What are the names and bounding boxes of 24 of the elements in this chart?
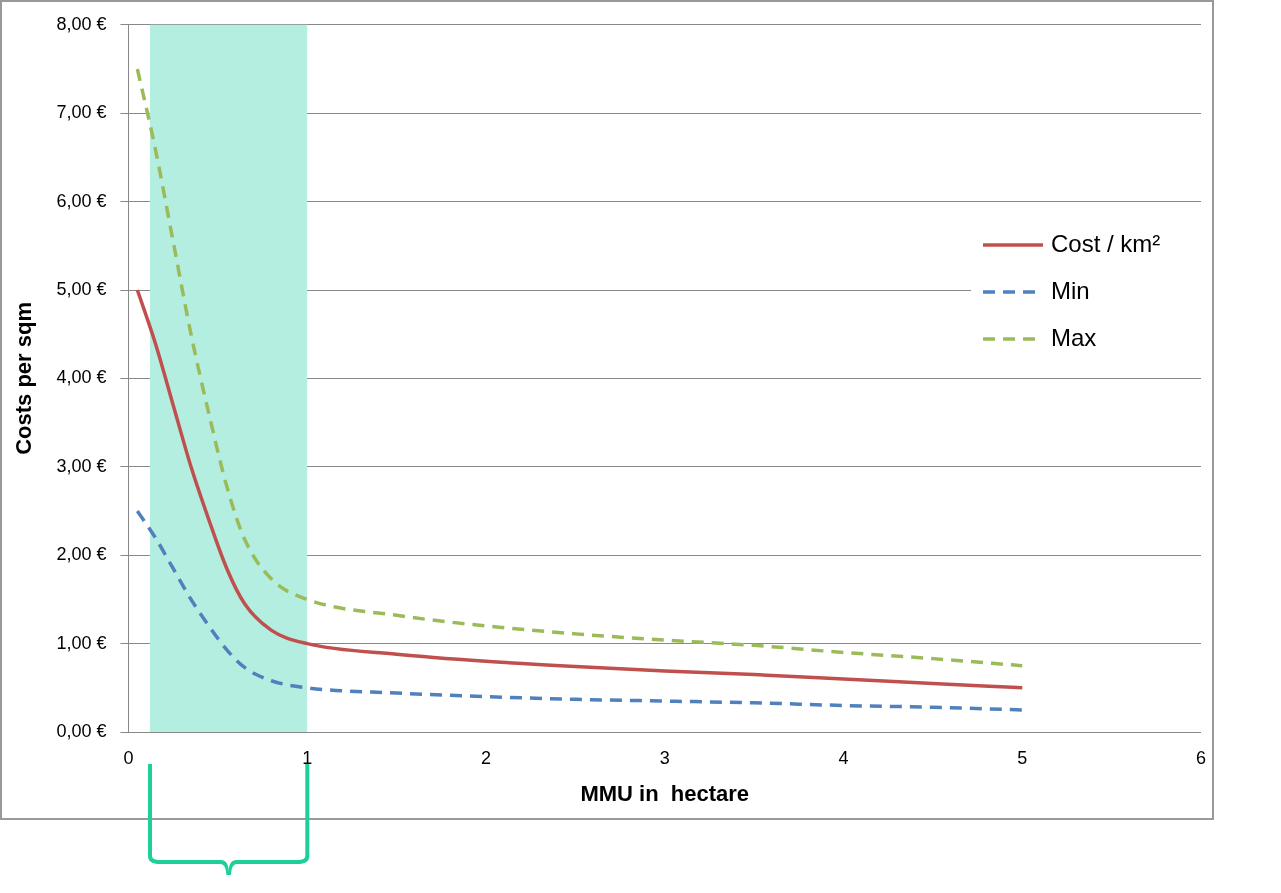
y-tick-label: 5,00 € — [56, 278, 107, 299]
line-series — [135, 288, 1024, 690]
x-tick-label: 3 — [659, 747, 670, 768]
y-tick-label: 1,00 € — [56, 632, 107, 653]
x-tick-label: 6 — [1195, 747, 1206, 768]
y-tick-label: 8,00 € — [56, 13, 107, 34]
y-tick-label: 0,00 € — [56, 720, 107, 741]
legend-label: Min — [1050, 276, 1090, 304]
y-tick-label: 4,00 € — [56, 367, 107, 388]
y-tick-label: 6,00 € — [56, 190, 107, 211]
x-tick-label: 5 — [1017, 747, 1028, 768]
line-series — [135, 509, 1024, 712]
x-tick-label: 0 — [123, 747, 134, 768]
line-series — [135, 67, 1024, 668]
x-tick-label: 4 — [838, 747, 849, 768]
y-tick-label: 7,00 € — [56, 102, 107, 123]
x-axis-title: MMU in hectare — [580, 780, 750, 806]
x-tick-label: 2 — [480, 747, 491, 768]
x-tick-label: 1 — [302, 747, 313, 768]
legend-label: Max — [1050, 323, 1097, 351]
legend-label: Cost / km² — [1050, 229, 1161, 257]
y-axis-title: Costs per sqm — [11, 301, 37, 455]
y-tick-label: 3,00 € — [56, 455, 107, 476]
y-tick-label: 2,00 € — [56, 544, 107, 565]
